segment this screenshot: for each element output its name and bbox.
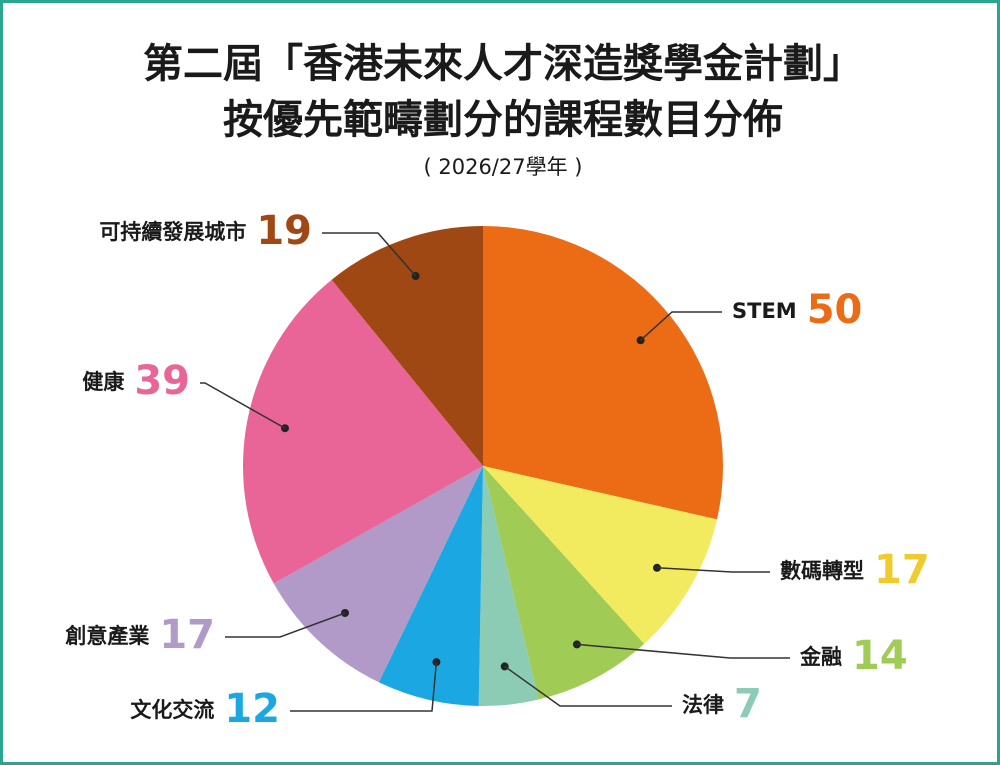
slice-category-3: 法律 <box>682 693 724 717</box>
pie-slices <box>242 225 723 706</box>
pie-slice-4 <box>378 466 483 706</box>
slice-label-5: 創意產業 17 <box>65 612 215 658</box>
leader-lines <box>200 232 790 712</box>
slice-value-3: 7 <box>734 681 762 727</box>
leader-line-2 <box>576 643 790 659</box>
slice-labels: STEM 50 數碼轉型 17 金融 14 法律 7 文化交流 12 創意產業 17 健康 39 可持續發展… <box>65 208 929 732</box>
leader-line-4 <box>290 662 438 712</box>
leader-line-3 <box>504 665 672 707</box>
leader-line-7 <box>322 232 417 277</box>
slice-value-0: 50 <box>807 287 863 333</box>
slice-label-4: 文化交流 12 <box>130 686 280 732</box>
pie-slice-5 <box>273 466 483 683</box>
slice-value-7: 19 <box>256 208 312 254</box>
slice-value-6: 39 <box>134 358 190 404</box>
pie-slice-2 <box>483 466 645 700</box>
slice-category-6: 健康 <box>82 370 125 394</box>
pie-slice-1 <box>483 466 717 644</box>
chart-title-line-1: 第二屆「香港未來人才深造獎學金計劃」 <box>143 41 863 87</box>
slice-label-0: STEM 50 <box>732 287 862 333</box>
pie-slice-6 <box>242 279 483 584</box>
leader-line-6 <box>200 382 286 429</box>
chart-title-line-2: 按優先範疇劃分的課程數目分佈 <box>223 97 783 143</box>
leader-line-1 <box>656 567 770 573</box>
slice-label-1: 數碼轉型 17 <box>780 547 930 593</box>
pie-slice-0 <box>483 226 723 520</box>
pie-slice-3 <box>478 466 539 706</box>
slice-value-5: 17 <box>159 612 215 658</box>
slice-category-7: 可持續發展城市 <box>99 220 246 244</box>
slice-label-7: 可持續發展城市 19 <box>99 208 312 254</box>
slice-category-0: STEM <box>732 299 797 323</box>
slice-value-1: 17 <box>874 547 930 593</box>
leader-line-0 <box>640 311 722 341</box>
slice-label-3: 法律 7 <box>682 681 762 727</box>
chart-subtitle: ( 2026/27學年 ) <box>423 155 583 179</box>
pie-slice-7 <box>331 225 483 466</box>
slice-label-6: 健康 39 <box>82 358 190 404</box>
leader-line-5 <box>225 612 346 638</box>
slice-category-2: 金融 <box>799 645 842 669</box>
slice-category-1: 數碼轉型 <box>780 559 864 583</box>
slice-category-5: 創意產業 <box>65 624 150 648</box>
slice-category-4: 文化交流 <box>130 698 214 722</box>
slice-label-2: 金融 14 <box>799 633 908 679</box>
slice-value-2: 14 <box>852 633 908 679</box>
slice-value-4: 12 <box>224 686 280 732</box>
